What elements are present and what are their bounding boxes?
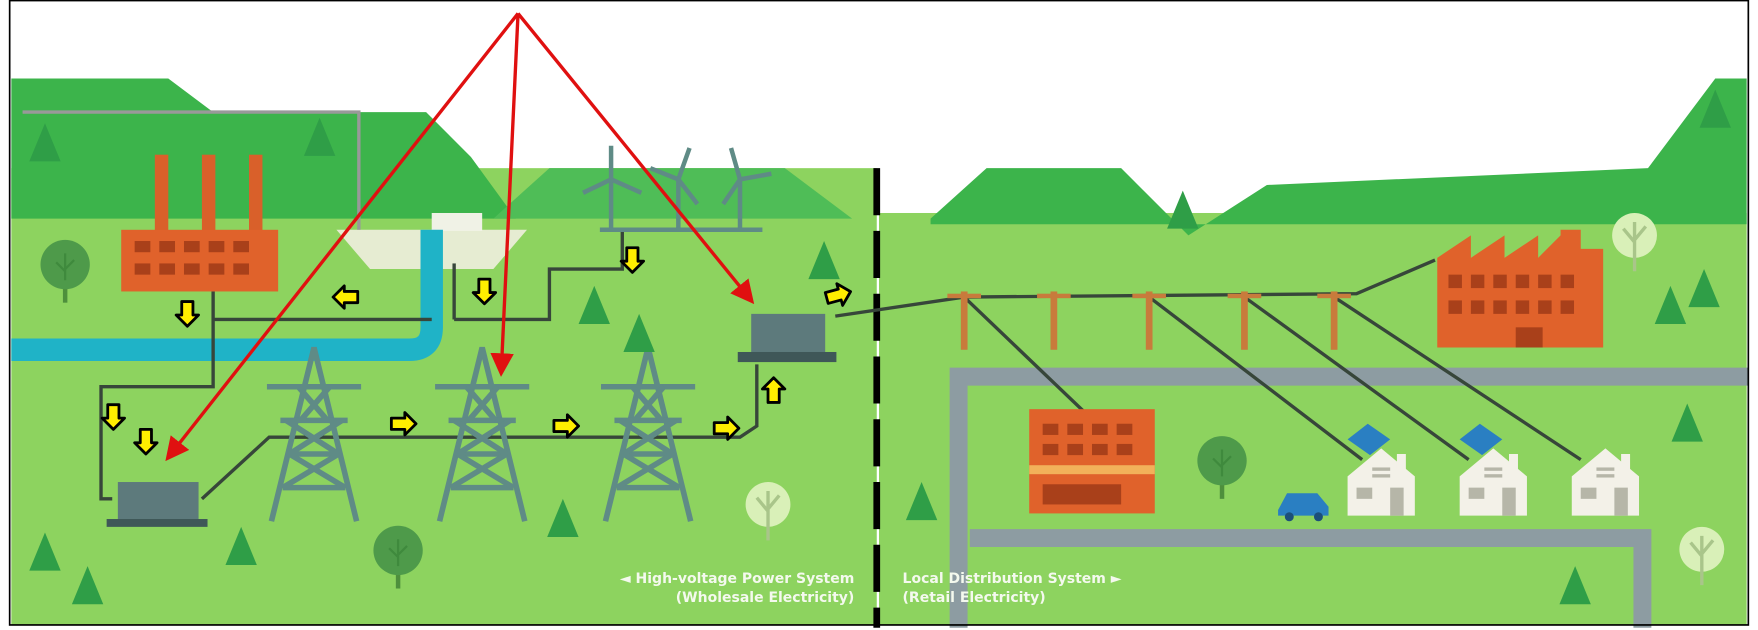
- distribution-part-part: [1117, 424, 1133, 435]
- distribution-part-part: [1471, 275, 1484, 288]
- power-plant-part-part: [233, 263, 249, 274]
- power-plant-part-part: [209, 263, 225, 274]
- distribution-part-part: [1516, 300, 1529, 313]
- distribution-part-part: [1471, 300, 1484, 313]
- distribution-part-part: [1051, 291, 1058, 349]
- distribution-part-part: [1228, 294, 1262, 298]
- power-plant-part-part: [135, 241, 151, 252]
- landscape-part: [931, 78, 1747, 235]
- label: (Retail Electricity): [903, 590, 1046, 606]
- distribution-part-part: [1493, 275, 1506, 288]
- distribution-part-part: [1067, 444, 1083, 455]
- distribution-part-part: [1516, 275, 1529, 288]
- distribution-part-part: [1132, 294, 1166, 298]
- distribution-part-part: [1448, 300, 1461, 313]
- distribution-part-part: [1117, 444, 1133, 455]
- distribution-part-part: [1493, 300, 1506, 313]
- transformers-part: [751, 314, 825, 354]
- distribution-part-part: [1241, 291, 1248, 349]
- power-plant-part-part: [159, 263, 175, 274]
- distribution-part-part: [947, 294, 981, 298]
- power-plant-part: [155, 155, 168, 233]
- landscape: [11, 78, 1749, 627]
- label: Local Distribution System ►: [903, 571, 1122, 587]
- page: {"diagram": {"labels": { "left_title": "…: [0, 0, 1758, 630]
- distribution-part-part: [1538, 275, 1551, 288]
- distribution-part-part: [1037, 294, 1071, 298]
- distribution-part-part: [1043, 484, 1121, 504]
- power-plant-part-part: [159, 241, 175, 252]
- trees-part: [1167, 191, 1198, 229]
- label: (Wholesale Electricity): [676, 590, 855, 606]
- distribution-part-part: [1561, 275, 1574, 288]
- distribution-part-part: [1516, 327, 1543, 347]
- power-plant-part: [121, 230, 278, 292]
- distribution-part: [1029, 465, 1155, 474]
- transformers-part: [118, 482, 199, 521]
- power-plant-part: [202, 155, 215, 233]
- transformers-part: [738, 352, 837, 362]
- power-plant-part-part: [233, 241, 249, 252]
- landscape-part: [432, 213, 482, 231]
- distribution-part-part: [1331, 291, 1338, 349]
- distribution-part-part: [1067, 424, 1083, 435]
- label: ◄ High-voltage Power System: [620, 571, 854, 587]
- distribution-part: [1314, 512, 1323, 521]
- power-plant-part: [249, 155, 262, 233]
- distribution-part-part: [1561, 300, 1574, 313]
- distribution-part-part: [1043, 444, 1059, 455]
- landscape-part: [879, 213, 1747, 626]
- distribution-part-part: [1092, 424, 1108, 435]
- distribution-part-part: [1538, 300, 1551, 313]
- distribution-part: [1285, 512, 1294, 521]
- distribution-part-part: [1448, 275, 1461, 288]
- distribution-part-part: [1092, 444, 1108, 455]
- power-plant-part-part: [135, 263, 151, 274]
- power-plant-part-part: [209, 241, 225, 252]
- power-plant-part-part: [184, 263, 200, 274]
- distribution-part-part: [1317, 294, 1351, 298]
- distribution-part-part: [1146, 291, 1153, 349]
- power-plant-part-part: [184, 241, 200, 252]
- illustration: ◄ High-voltage Power System (Wholesale E…: [0, 0, 1758, 630]
- transformers-part: [107, 519, 208, 527]
- landscape-part: [11, 78, 515, 218]
- distribution-part-part: [961, 291, 968, 349]
- distribution-part-part: [1043, 424, 1059, 435]
